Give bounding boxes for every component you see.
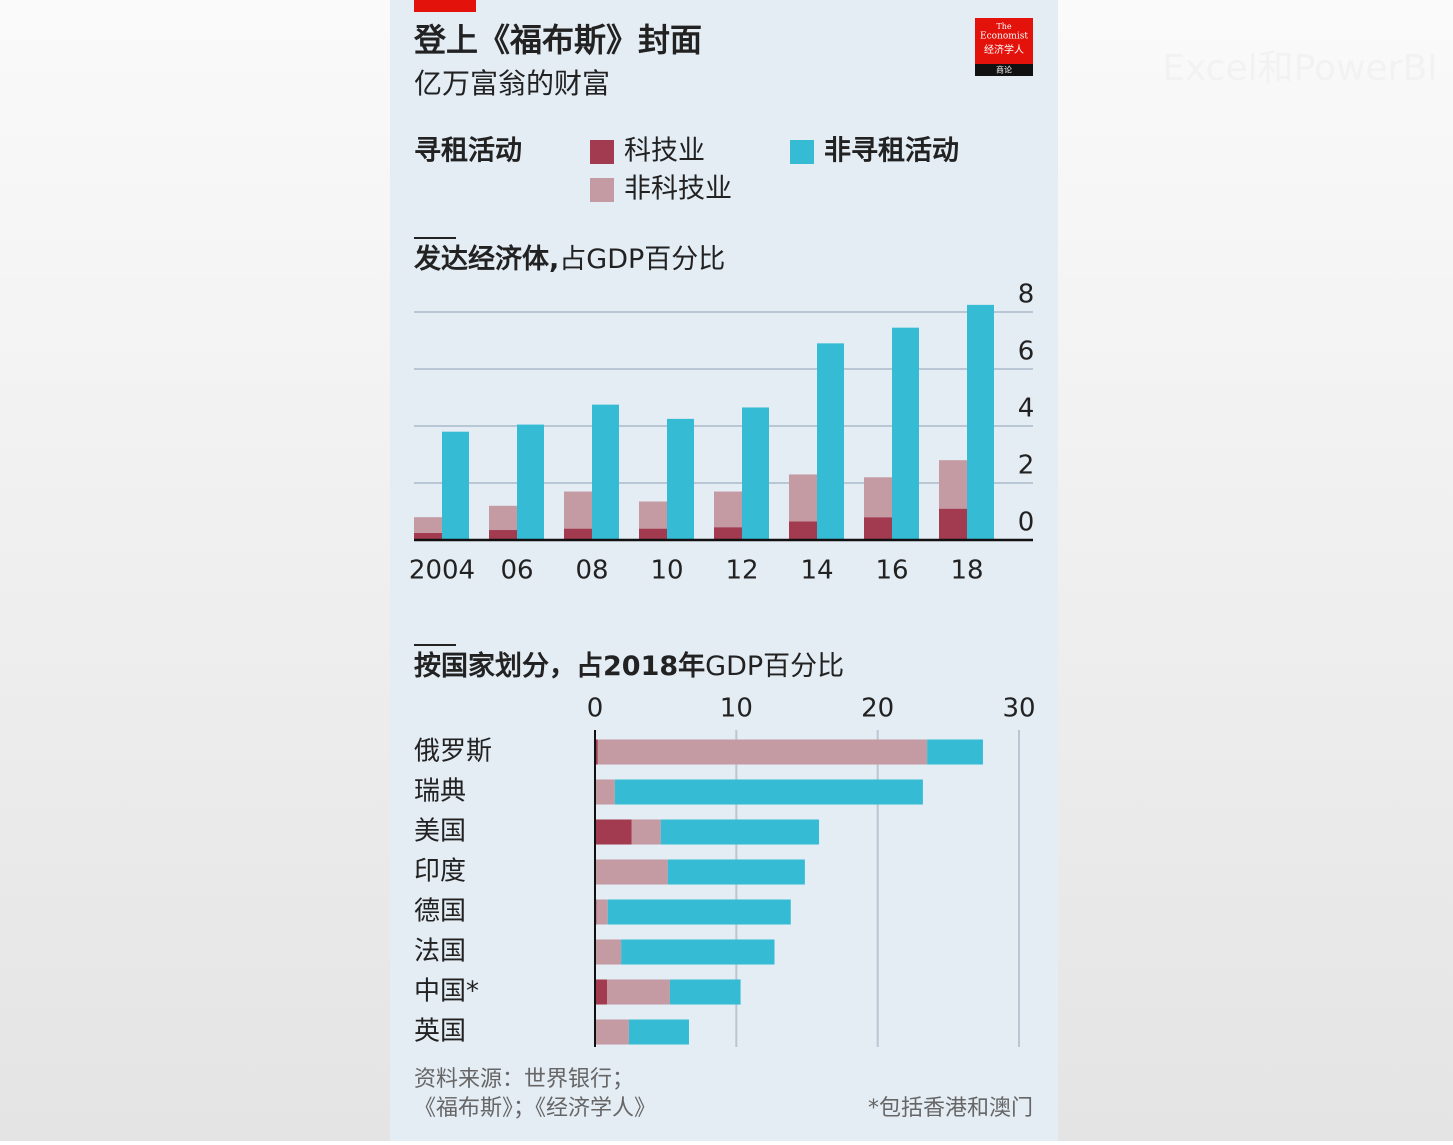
source: 资料来源：世界银行； (414, 1067, 634, 1092)
red-tag (414, 0, 476, 12)
bar (596, 899, 608, 925)
x-tick-label: 0 (587, 694, 604, 724)
bar (660, 819, 820, 845)
y-tick-label: 英国 (414, 1017, 466, 1047)
x-tick-label: 12 (725, 556, 758, 586)
x-tick-label: 08 (575, 556, 608, 586)
source: 《福布斯》；《经济学人》 (414, 1096, 656, 1121)
bar (442, 431, 469, 540)
bar (667, 418, 694, 540)
y-tick-label: 印度 (414, 857, 466, 887)
bar (489, 530, 517, 540)
x-tick-label: 06 (500, 556, 533, 586)
chart-title-unit: GDP百分比 (705, 651, 844, 682)
bar (939, 460, 967, 509)
bar (595, 739, 598, 765)
bar (864, 517, 892, 540)
bar (789, 521, 817, 540)
y-tick-label: 中国* (414, 977, 479, 1007)
x-tick-label: 2004 (409, 556, 475, 586)
legend-swatch (590, 140, 614, 164)
bar (714, 527, 742, 540)
bar (414, 532, 442, 540)
bar (714, 491, 742, 528)
bar (621, 939, 775, 965)
logo (975, 18, 1033, 64)
bar (892, 327, 919, 540)
legend-label: 非寻租活动 (824, 136, 959, 167)
note: *包括香港和澳门 (868, 1096, 1033, 1121)
logo-text: 经济学人 (984, 43, 1024, 56)
bar (669, 979, 741, 1005)
x-tick-label: 10 (650, 556, 683, 586)
x-tick-label: 18 (950, 556, 983, 586)
bar (864, 477, 892, 518)
bar (517, 424, 544, 540)
bar (607, 979, 670, 1005)
bar (614, 779, 923, 805)
x-tick-label: 14 (800, 556, 833, 586)
legend-swatch (590, 178, 614, 202)
x-tick-label: 16 (875, 556, 908, 586)
chart-title: 发达经济体,占GDP百分比 (413, 243, 725, 275)
bar (939, 508, 967, 540)
bar (414, 517, 442, 533)
subtitle: 亿万富翁的财富 (414, 67, 610, 100)
bar (789, 474, 817, 522)
legend-swatch (790, 140, 814, 164)
y-tick-label: 法国 (414, 937, 466, 967)
legend-label: 非科技业 (624, 174, 732, 205)
y-tick-label: 2 (1018, 451, 1035, 481)
y-tick-label: 瑞典 (414, 777, 466, 807)
logo-text: 商论 (996, 65, 1012, 75)
bar (927, 739, 983, 765)
x-tick-label: 10 (720, 694, 753, 724)
bar (742, 407, 769, 540)
bar (564, 491, 592, 529)
chart-title-unit: 占GDP百分比 (559, 244, 725, 275)
y-tick-label: 德国 (414, 897, 466, 927)
bar (817, 343, 844, 540)
bar (631, 819, 661, 845)
bar (667, 859, 805, 885)
x-tick-label: 20 (861, 694, 894, 724)
bar (639, 501, 667, 529)
bar (597, 739, 928, 765)
x-tick-label: 30 (1002, 694, 1035, 724)
bar (489, 505, 517, 531)
y-tick-label: 美国 (414, 817, 466, 847)
y-tick-label: 6 (1018, 337, 1035, 367)
watermark: Excel和PowerBI (1162, 48, 1438, 89)
logo-text: Economist (980, 32, 1028, 42)
y-tick-label: 0 (1018, 508, 1035, 538)
logo-band (975, 64, 1033, 76)
chart-title-main: 发达经济体, (413, 243, 559, 275)
bar (564, 528, 592, 540)
bar (595, 939, 622, 965)
bar (639, 528, 667, 540)
bar (595, 979, 608, 1005)
bar (967, 304, 994, 540)
bar (607, 899, 791, 925)
bar (595, 779, 615, 805)
title: 登上《福布斯》封面 (413, 21, 702, 59)
logo-text: The (996, 22, 1011, 31)
y-tick-label: 8 (1018, 280, 1035, 310)
bar (628, 1019, 689, 1045)
bar (595, 819, 632, 845)
y-tick-label: 俄罗斯 (414, 737, 492, 767)
bar (595, 859, 668, 885)
y-tick-label: 4 (1018, 394, 1035, 424)
chart-title-main: 按国家划分，占2018年 (414, 650, 705, 682)
bar (595, 1019, 629, 1045)
legend-label: 科技业 (624, 136, 705, 167)
bar (592, 404, 619, 540)
chart-title: 按国家划分，占2018年GDP百分比 (414, 650, 844, 682)
legend-group: 寻租活动 (414, 136, 522, 167)
